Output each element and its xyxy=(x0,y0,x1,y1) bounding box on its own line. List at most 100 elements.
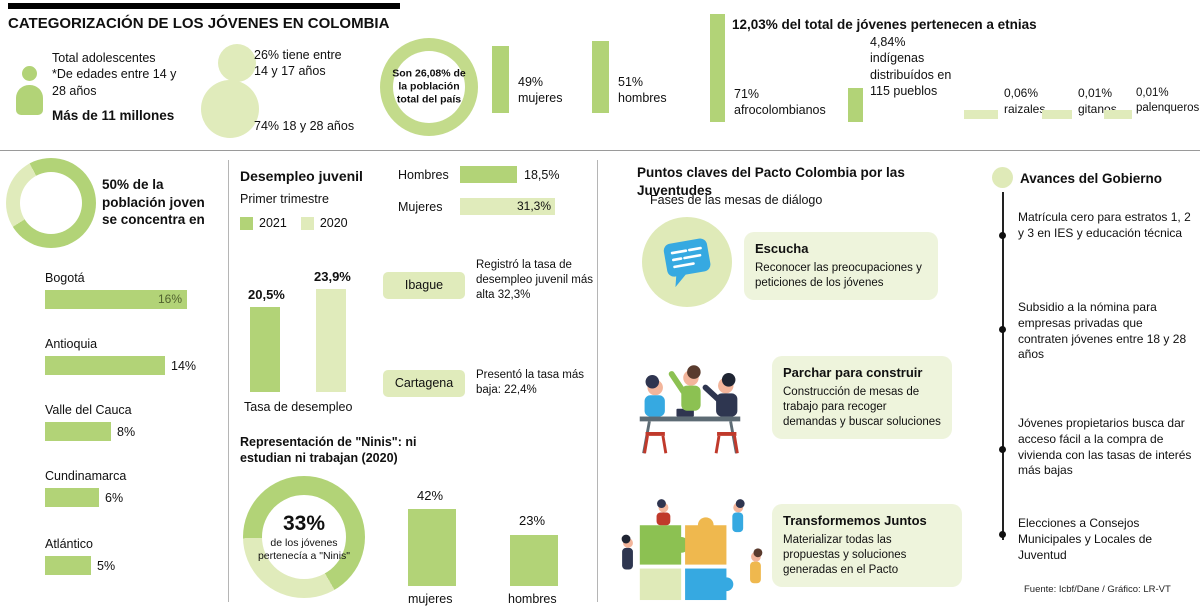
avances-item-4: Elecciones a Consejos Municipales y Loca… xyxy=(1018,516,1153,562)
dept-label: Atlántico xyxy=(45,537,93,551)
legend-label: 2021 xyxy=(259,216,287,230)
ethnic-label-indigenas: 4,84% indígenas distribuídos en 115 pueb… xyxy=(870,34,956,99)
legend-item-2020: 2020 xyxy=(300,215,348,231)
city-text-ibague: Registró la tasa de desempleo juvenil má… xyxy=(476,259,593,302)
dept-label: Antioquia xyxy=(45,337,98,351)
ethnic-bar-raizales xyxy=(964,110,998,119)
unemp-gender-value-mujeres: 31,3% xyxy=(516,199,551,213)
ethnic-name: indígenas distribuídos en 115 pueblos xyxy=(870,51,952,98)
phase1-panel: Escucha Reconocer las preocupaciones y p… xyxy=(744,232,938,301)
age-big-label: 74% 18 y 28 años xyxy=(254,119,355,133)
phase3-panel: Transformemos Juntos Materializar todas … xyxy=(772,504,962,588)
rate-bar-2021 xyxy=(250,307,280,392)
avances-item-1: Matrícula cero para estratos 1, 2 y 3 en… xyxy=(1018,210,1191,240)
gender-label-mujeres: 49% mujeres xyxy=(518,74,562,107)
ethnic-value: 0,01% xyxy=(1136,87,1169,99)
speech-bubble-icon xyxy=(663,238,711,288)
age-circle-big xyxy=(201,80,259,138)
ethnic-value: 0,06% xyxy=(1004,86,1039,100)
column-divider-2 xyxy=(597,160,598,602)
dept-value: 5% xyxy=(97,558,116,573)
legend-label: 2020 xyxy=(319,216,348,230)
city-pill-ibague: Ibague xyxy=(383,272,465,299)
puzzle-illustration xyxy=(621,499,763,601)
unemp-gender-bar-hombres xyxy=(460,166,517,183)
legend-swatch-2021 xyxy=(240,216,253,230)
legend: 2021 2020 xyxy=(240,215,348,231)
dept-bar: 16% xyxy=(45,290,187,310)
gender-value: 51% xyxy=(618,75,644,89)
people-meeting-illustration xyxy=(639,365,741,454)
rate-bar-2020 xyxy=(316,289,346,392)
ethnic-label-palenqueros: 0,01% palenqueros xyxy=(1136,86,1199,116)
ninis-label-mujeres: mujeres xyxy=(408,592,453,606)
rate-value-2021: 20,5% xyxy=(248,287,285,302)
rate-value-2020: 23,9% xyxy=(314,269,351,284)
unemp-gender-bar-mujeres: 31,3% xyxy=(460,198,555,215)
phase3-illustration xyxy=(612,478,772,604)
city-pill-cartagena: Cartagena xyxy=(383,370,465,397)
dept-value: 6% xyxy=(105,490,124,505)
ninis-value-hombres: 23% xyxy=(519,513,546,528)
population-donut-label: Son 26,08% de la población total del paí… xyxy=(392,67,466,106)
person-icon xyxy=(12,66,46,118)
avances-title: Avances del Gobierno xyxy=(1020,171,1163,186)
dept-row-antioquia: Antioquia 14% xyxy=(45,336,196,376)
circle-bullet-icon xyxy=(992,167,1013,188)
total-value: Más de 11 millones xyxy=(52,107,175,123)
ethnic-bar-indigenas xyxy=(848,88,863,122)
ninis-donut-label: 33% de los jóvenes pertenecía a "Ninis" xyxy=(257,510,351,564)
pacto-subtitle: Fases de las mesas de diálogo xyxy=(650,193,823,207)
unemployment-title: Desempleo juvenil xyxy=(240,168,363,184)
ethnic-bar-afro xyxy=(710,14,725,122)
dept-bar xyxy=(45,556,91,576)
pacto-title: Puntos claves del Pacto Colombia por las… xyxy=(637,165,905,198)
gender-name: hombres xyxy=(618,91,667,106)
phase2-panel: Parchar para construir Construcción de m… xyxy=(772,356,952,440)
title-rule xyxy=(8,3,400,9)
timeline-dot xyxy=(999,232,1006,239)
dept-row-bogota: Bogotá 16% xyxy=(45,270,187,310)
ninis-bar-mujeres xyxy=(408,509,456,586)
ethnic-value: 71% xyxy=(734,87,760,101)
ethnic-value: 0,01% xyxy=(1078,86,1113,100)
ninis-bar-hombres xyxy=(510,535,558,586)
gender-bar-hombres xyxy=(592,41,609,113)
person-icon-body xyxy=(15,85,43,115)
timeline-line xyxy=(1002,192,1004,540)
ninis-label-hombres: hombres xyxy=(508,592,557,606)
ninis-title: Representación de "Ninis": ni estudian n… xyxy=(240,435,417,466)
ninis-donut-hole xyxy=(262,495,346,579)
population-donut: Son 26,08% de la población total del paí… xyxy=(380,38,478,136)
concentration-donut-hole xyxy=(20,172,82,234)
phase1-text: Reconocer las preocupaciones y peticione… xyxy=(755,261,922,290)
phase2-text: Construcción de mesas de trabajo para re… xyxy=(783,385,941,429)
avances-item-2: Subsidio a la nómina para empresas priva… xyxy=(1018,300,1187,362)
phase2-title: Parchar para construir xyxy=(783,365,923,380)
source-credit: Fuente: Icbf/Dane / Gráfico: LR-VT xyxy=(1024,584,1171,595)
dept-value: 8% xyxy=(117,424,136,439)
city-text-cartagena: Presentó la tasa más baja: 22,4% xyxy=(476,369,585,397)
phase1-title: Escucha xyxy=(755,241,809,256)
gender-label-hombres: 51% hombres xyxy=(618,74,667,107)
dept-value: 16% xyxy=(157,292,182,307)
concentration-donut xyxy=(6,158,96,248)
gender-value: 49% xyxy=(518,75,544,89)
ninis-donut: 33% de los jóvenes pertenecía a "Ninis" xyxy=(243,476,365,598)
age-small-label: 26% tiene entre 14 y 17 años xyxy=(254,48,342,79)
phase3-title: Transformemos Juntos xyxy=(783,513,927,528)
age-circle-small xyxy=(218,44,256,82)
gender-name: mujeres xyxy=(518,91,563,106)
ninis-donut-text: de los jóvenes pertenecía a "Ninis" xyxy=(257,537,351,563)
dept-row-atlantico: Atlántico 5% xyxy=(45,536,116,576)
person-icon-head xyxy=(21,66,37,81)
legend-item-2021: 2021 xyxy=(240,215,287,231)
phase1-circle xyxy=(642,217,732,307)
total-note: *De edades entre 14 y 28 años xyxy=(52,67,177,98)
dept-bar xyxy=(45,422,111,442)
timeline-dot xyxy=(999,531,1006,538)
ethnic-bar-gitanos xyxy=(1042,110,1072,119)
ethnic-value: 4,84% xyxy=(870,35,906,49)
ethnic-title: 12,03% del total de jóvenes pertenecen a… xyxy=(732,17,1037,32)
